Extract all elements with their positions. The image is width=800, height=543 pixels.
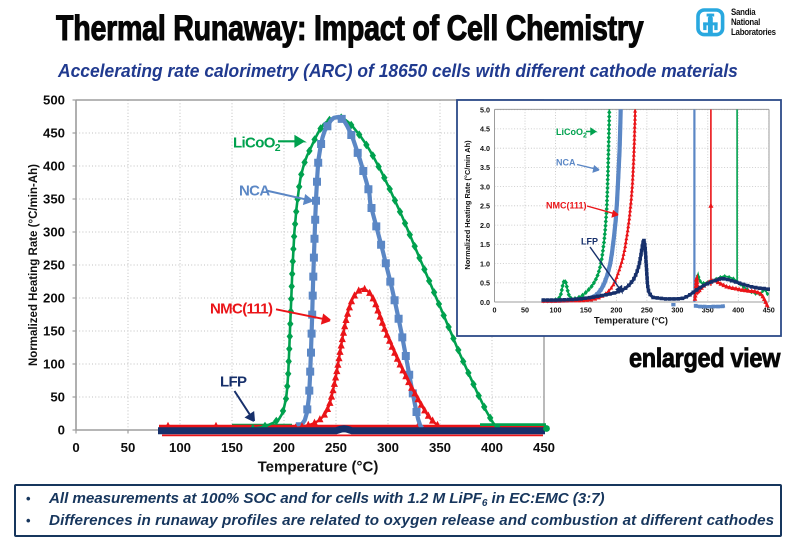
svg-text:350: 350 [43, 192, 65, 207]
svg-text:3.5: 3.5 [480, 163, 490, 172]
svg-text:1.0: 1.0 [480, 259, 490, 268]
svg-text:500: 500 [43, 93, 65, 108]
svg-text:0.0: 0.0 [480, 298, 490, 307]
svg-text:450: 450 [43, 126, 65, 141]
svg-text:1.5: 1.5 [480, 240, 490, 249]
svg-text:350: 350 [429, 440, 451, 455]
svg-text:50: 50 [521, 306, 529, 315]
svg-text:200: 200 [610, 306, 622, 315]
svg-text:LFP: LFP [220, 373, 247, 390]
svg-text:4.0: 4.0 [480, 144, 490, 153]
svg-text:400: 400 [43, 159, 65, 174]
svg-text:400: 400 [732, 306, 744, 315]
svg-text:2.5: 2.5 [480, 202, 490, 211]
svg-text:0: 0 [58, 423, 65, 438]
svg-text:3.0: 3.0 [480, 182, 490, 191]
svg-text:LiCoO2: LiCoO2 [556, 127, 587, 140]
svg-text:LiCoO2: LiCoO2 [233, 134, 281, 154]
svg-text:300: 300 [671, 306, 683, 315]
svg-text:150: 150 [221, 440, 243, 455]
svg-text:NCA: NCA [239, 182, 270, 199]
svg-text:0.5: 0.5 [480, 279, 490, 288]
svg-text:200: 200 [43, 291, 65, 306]
svg-text:50: 50 [121, 440, 136, 455]
svg-text:Temperature (°C): Temperature (°C) [594, 316, 668, 326]
svg-text:250: 250 [325, 440, 347, 455]
svg-text:300: 300 [43, 225, 65, 240]
svg-text:50: 50 [50, 390, 65, 405]
svg-text:300: 300 [377, 440, 399, 455]
svg-text:250: 250 [641, 306, 653, 315]
svg-text:2.0: 2.0 [480, 221, 490, 230]
svg-text:5.0: 5.0 [480, 106, 490, 115]
svg-text:100: 100 [550, 306, 562, 315]
svg-text:NMC(111): NMC(111) [546, 201, 587, 211]
svg-text:Normalized Heating Rate (°C/mi: Normalized Heating Rate (°C/min Ah) [463, 140, 472, 270]
svg-text:250: 250 [43, 258, 65, 273]
svg-text:0: 0 [72, 440, 79, 455]
svg-text:450: 450 [533, 440, 555, 455]
svg-text:Temperature (°C): Temperature (°C) [258, 459, 379, 476]
svg-text:0: 0 [493, 306, 497, 315]
svg-text:100: 100 [43, 357, 65, 372]
svg-text:150: 150 [43, 324, 65, 339]
svg-text:Normalized Heating Rate (°C/mi: Normalized Heating Rate (°C/min-Ah) [28, 164, 40, 366]
svg-text:200: 200 [273, 440, 295, 455]
svg-text:4.5: 4.5 [480, 125, 490, 134]
svg-text:NMC(111): NMC(111) [210, 301, 273, 318]
svg-text:150: 150 [580, 306, 592, 315]
svg-text:100: 100 [169, 440, 191, 455]
svg-text:350: 350 [702, 306, 714, 315]
svg-text:400: 400 [481, 440, 503, 455]
svg-text:NCA: NCA [556, 158, 576, 168]
svg-text:LFP: LFP [581, 237, 598, 247]
svg-text:450: 450 [763, 306, 775, 315]
